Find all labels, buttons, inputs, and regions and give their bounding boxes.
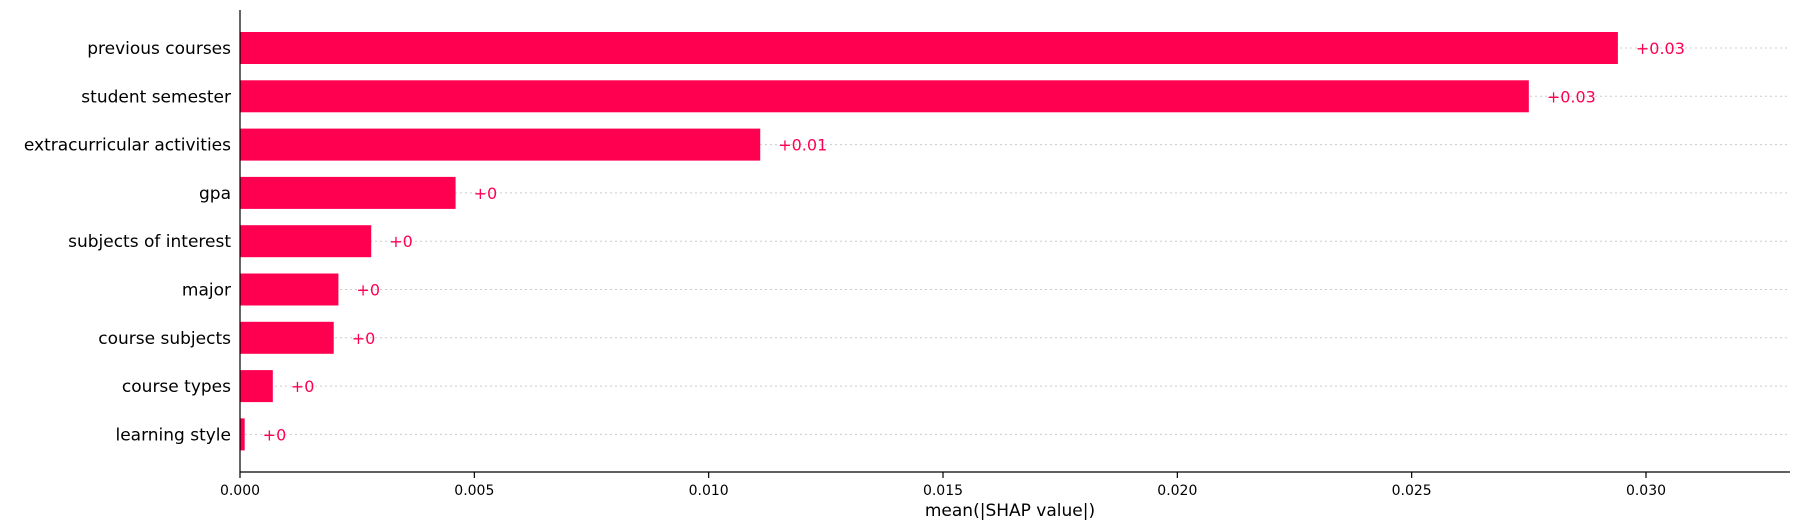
value-label: +0.01 <box>778 136 827 155</box>
value-label: +0 <box>474 184 498 203</box>
bars <box>240 32 1618 451</box>
bar-gpa <box>240 176 456 209</box>
bar-course-subjects <box>240 321 334 354</box>
value-label: +0 <box>352 329 376 348</box>
x-tick-label: 0.030 <box>1626 483 1666 499</box>
value-label: +0.03 <box>1547 87 1596 106</box>
x-axis-title: mean(|SHAP value|) <box>925 501 1095 521</box>
value-label: +0 <box>291 377 315 396</box>
x-tick-label: 0.005 <box>454 483 494 499</box>
bar-previous-courses <box>240 32 1618 64</box>
category-label: subjects of interest <box>68 232 231 252</box>
category-labels: previous courses student semester extracur… <box>24 39 231 445</box>
category-label: course subjects <box>98 329 231 349</box>
x-tick-label: 0.015 <box>923 483 963 499</box>
x-tick-label: 0.010 <box>689 483 729 499</box>
bar-learning-style <box>240 418 245 451</box>
x-tick-label: 0.025 <box>1392 483 1432 499</box>
category-label: course types <box>122 377 231 397</box>
category-label: gpa <box>199 184 231 204</box>
bar-student-semester <box>240 80 1529 113</box>
bar-major <box>240 273 339 306</box>
category-label: learning style <box>115 425 231 445</box>
bar-course-types <box>240 370 273 403</box>
category-label: previous courses <box>87 39 231 59</box>
category-label: student semester <box>81 87 231 107</box>
bar-extracurricular-activities <box>240 128 761 161</box>
value-labels: +0.03 +0.03 +0.01 +0 +0 +0 +0 +0 +0 <box>263 39 1685 444</box>
value-label: +0 <box>263 425 287 444</box>
bar-subjects-of-interest <box>240 225 372 258</box>
category-label: extracurricular activities <box>24 136 231 156</box>
value-label: +0 <box>356 281 380 300</box>
x-tick-label: 0.020 <box>1157 483 1197 499</box>
category-label: major <box>182 281 231 301</box>
x-tick-label: 0.000 <box>220 483 260 499</box>
value-label: +0.03 <box>1636 39 1685 58</box>
value-label: +0 <box>389 232 413 251</box>
x-ticks: 0.000 0.005 0.010 0.015 0.020 0.025 0.030 <box>220 472 1666 499</box>
